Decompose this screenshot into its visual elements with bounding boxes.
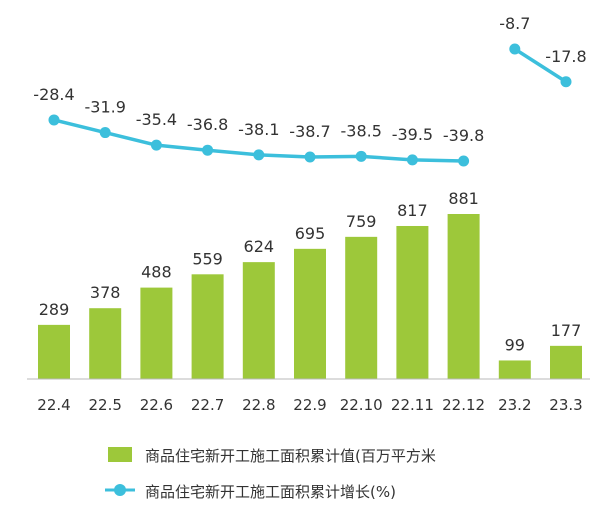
growth-point-23.3 [560, 76, 572, 88]
growth-point-22.10 [355, 150, 367, 162]
bar-22.10 [345, 236, 378, 379]
growth-point-22.7 [202, 144, 214, 156]
x-tick-22.10: 22.10 [340, 396, 383, 414]
x-tick-22.9: 22.9 [293, 396, 326, 414]
growth-point-22.5 [99, 127, 111, 139]
growth-lines-layer [52, 47, 568, 163]
bar-23.2 [498, 360, 531, 379]
bar-label-22.9: 695 [295, 224, 326, 243]
growth-points-layer [48, 43, 572, 167]
bar-22.4 [38, 324, 70, 379]
bar-label-22.10: 759 [346, 212, 377, 231]
bar-labels-layer: 289 378 488 559 624 695 759 817 881 99 177 [39, 189, 582, 354]
bar-label-22.5: 378 [90, 283, 121, 302]
x-tick-22.8: 22.8 [242, 396, 275, 414]
growth-label-22.4: -28.4 [33, 85, 74, 104]
bar-label-23.2: 99 [505, 335, 525, 354]
growth-label-22.10: -38.5 [340, 121, 381, 140]
bar-label-22.4: 289 [39, 300, 70, 319]
growth-label-23.3: -17.8 [545, 47, 586, 66]
x-tick-22.12: 22.12 [442, 396, 485, 414]
legend-line-label: 商品住宅新开工施工面积累计增长(%) [145, 483, 396, 501]
growth-label-22.9: -38.7 [289, 122, 330, 141]
bars-layer [38, 214, 582, 379]
x-tick-22.6: 22.6 [140, 396, 173, 414]
growth-point-22.6 [150, 139, 162, 151]
growth-point-22.4 [48, 114, 60, 126]
legend: 商品住宅新开工施工面积累计值(百万平方米 商品住宅新开工施工面积累计增长(%) [105, 447, 436, 501]
legend-line-marker [114, 484, 126, 496]
bar-label-23.3: 177 [551, 321, 582, 340]
growth-line-segment-2 [513, 47, 568, 84]
bar-23.3 [550, 345, 582, 379]
x-tick-23.3: 23.3 [549, 396, 582, 414]
growth-label-22.11: -39.5 [392, 125, 433, 144]
growth-point-22.11 [406, 154, 418, 166]
bar-label-22.7: 559 [192, 249, 223, 268]
growth-point-22.8 [253, 149, 265, 161]
x-tick-22.11: 22.11 [391, 396, 434, 414]
growth-point-23.2 [509, 43, 521, 55]
growth-label-22.8: -38.1 [238, 120, 279, 139]
legend-bar-label: 商品住宅新开工施工面积累计值(百万平方米 [145, 447, 436, 465]
growth-label-22.6: -35.4 [136, 110, 177, 129]
growth-label-22.5: -31.9 [84, 98, 125, 117]
growth-label-23.2: -8.7 [499, 14, 530, 33]
bar-22.5 [89, 308, 122, 379]
x-tick-labels: 22.4 22.5 22.6 22.7 22.8 22.9 22.10 22.11 22.12 2… [37, 396, 582, 414]
legend-bar-swatch [108, 447, 132, 462]
growth-label-22.7: -36.8 [187, 115, 228, 134]
x-tick-22.4: 22.4 [37, 396, 70, 414]
x-tick-23.2: 23.2 [498, 396, 531, 414]
bar-label-22.8: 624 [244, 237, 275, 256]
bar-label-22.12: 881 [448, 189, 479, 208]
x-tick-22.7: 22.7 [191, 396, 224, 414]
growth-label-22.12: -39.8 [443, 126, 484, 145]
growth-labels-layer: -28.4 -31.9 -35.4 -36.8 -38.1 -38.7 -38.5 -39.5… [33, 14, 586, 145]
bar-22.12 [447, 214, 480, 379]
bar-22.9 [294, 248, 326, 379]
bar-22.7 [191, 274, 224, 379]
growth-point-22.12 [458, 155, 470, 167]
bar-label-22.6: 488 [141, 263, 172, 282]
growth-point-22.9 [304, 151, 316, 163]
bar-label-22.11: 817 [397, 201, 428, 220]
bar-22.11 [396, 225, 429, 379]
bar-22.6 [140, 287, 173, 379]
bar-22.8 [242, 262, 275, 379]
x-tick-22.5: 22.5 [88, 396, 121, 414]
